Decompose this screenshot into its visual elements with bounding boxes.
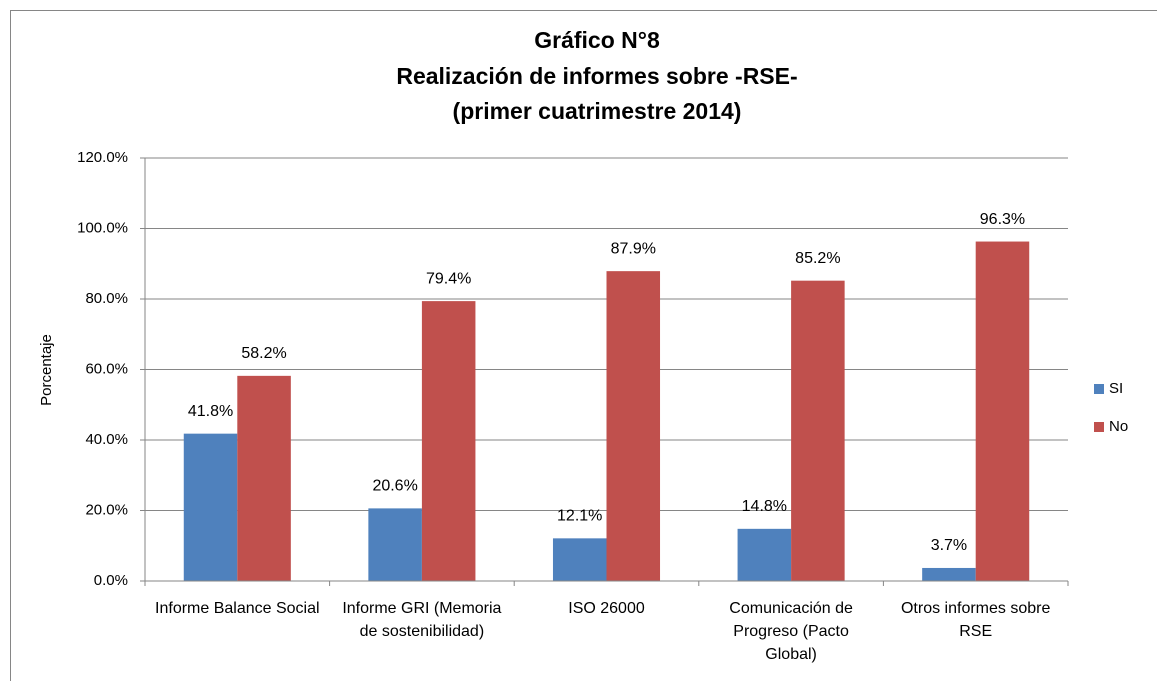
- chart-title: Gráfico N°8: [534, 27, 660, 53]
- y-tick-label: 80.0%: [85, 290, 128, 307]
- y-axis-label: Porcentaje: [38, 334, 55, 406]
- x-tick-label: Otros informes sobre RSE: [900, 600, 1051, 640]
- data-label: 3.7%: [931, 537, 967, 554]
- bar: [552, 538, 607, 581]
- bar: [183, 433, 238, 581]
- legend-label: No: [1109, 418, 1128, 435]
- y-tick-label: 120.0%: [77, 149, 128, 166]
- x-tick-label: ISO 26000: [568, 600, 645, 617]
- x-tick-label: Informe Balance Social: [155, 600, 320, 617]
- legend-swatch: [1094, 384, 1104, 394]
- y-tick-label: 60.0%: [85, 360, 128, 377]
- data-label: 14.8%: [742, 498, 787, 515]
- data-label: 41.8%: [188, 403, 233, 420]
- y-tick-label: 0.0%: [94, 572, 128, 589]
- bar: [975, 241, 1030, 582]
- bar: [237, 375, 291, 581]
- bar: [922, 567, 976, 581]
- legend-label: SI: [1109, 380, 1123, 397]
- data-label: 12.1%: [557, 508, 602, 525]
- y-tick-label: 40.0%: [85, 431, 128, 448]
- x-tick-label: Informe GRI (Memoria de sostenibilidad): [342, 600, 502, 640]
- bar: [791, 280, 845, 581]
- data-label: 58.2%: [241, 345, 286, 362]
- legend-swatch: [1094, 422, 1104, 432]
- bar: [737, 528, 792, 581]
- chart-subtitle: (primer cuatrimestre 2014): [453, 98, 742, 124]
- bar: [421, 301, 476, 581]
- data-label: 79.4%: [426, 270, 471, 287]
- data-label: 20.6%: [372, 478, 417, 495]
- data-label: 87.9%: [611, 240, 656, 257]
- y-tick-label: 20.0%: [85, 501, 128, 518]
- chart-subtitle: Realización de informes sobre -RSE-: [396, 63, 797, 89]
- bar: [606, 271, 661, 581]
- y-tick-label: 100.0%: [77, 219, 128, 236]
- data-label: 96.3%: [980, 211, 1025, 228]
- bar: [368, 508, 422, 581]
- data-label: 85.2%: [795, 250, 840, 267]
- x-tick-label: Comunicación de Progreso (Pacto Global): [729, 600, 853, 663]
